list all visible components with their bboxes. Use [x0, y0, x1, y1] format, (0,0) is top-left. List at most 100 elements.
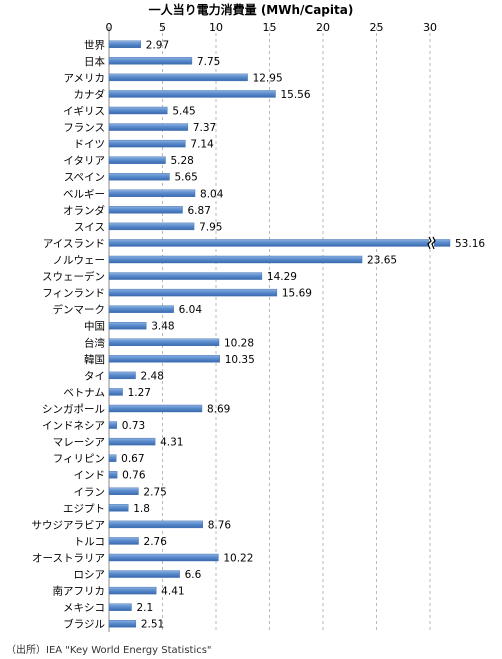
x-tick-labels: 0 5 10 15 20 25 30: [106, 21, 438, 34]
value-labels: 2.977.7512.9515.565.457.377.145.285.658.…: [121, 39, 485, 630]
bar: [108, 421, 118, 429]
x-tick-label: 10: [209, 21, 223, 34]
category-label: フランス: [63, 122, 105, 134]
x-tick-label: 20: [316, 21, 330, 34]
value-label: 5.28: [170, 155, 193, 167]
bar: [108, 603, 132, 611]
bar: [108, 222, 195, 231]
bar: [108, 537, 139, 545]
value-label: 7.95: [199, 221, 222, 233]
axis-break-mark: [431, 236, 436, 250]
bar: [108, 173, 170, 181]
category-label: シンガポール: [42, 404, 105, 416]
value-label: 0.73: [122, 420, 145, 432]
category-label: フィンランド: [42, 288, 105, 300]
axis-break-mark: [427, 236, 432, 250]
category-label: 台湾: [84, 336, 105, 349]
bar: [108, 371, 136, 380]
bars: [108, 40, 451, 628]
category-label: サウジアラビア: [32, 519, 106, 531]
bar: [108, 189, 196, 197]
category-label: ブラジル: [63, 618, 105, 631]
value-label: 4.31: [160, 437, 183, 449]
category-label: タイ: [84, 370, 105, 382]
value-label: 2.97: [146, 39, 169, 51]
bar: [108, 355, 220, 363]
value-label: 2.48: [141, 370, 164, 382]
category-label: スウェーデン: [42, 270, 105, 283]
bar: [108, 471, 118, 479]
value-label: 2.1: [136, 602, 153, 614]
value-label: 2.75: [143, 486, 166, 498]
bar: [108, 305, 174, 313]
bar: [108, 206, 183, 214]
category-label: イタリア: [63, 155, 105, 167]
x-tick-label: 0: [106, 21, 113, 34]
category-labels: 世界日本アメリカカナダイギリスフランスドイツイタリアスペインベルギーオランダスイ…: [32, 39, 106, 630]
category-label: スペイン: [64, 172, 105, 184]
bar: [108, 487, 139, 495]
value-label: 14.29: [267, 271, 297, 283]
bar: [108, 338, 220, 346]
value-label: 0.67: [121, 453, 144, 465]
category-label: 世界: [84, 39, 105, 51]
category-label: ドイツ: [74, 139, 106, 151]
category-label: アメリカ: [64, 72, 105, 84]
category-label: アイスランド: [43, 238, 105, 250]
bar: [108, 57, 193, 65]
source-note: （出所）IEA "Key World Energy Statistics": [6, 645, 212, 656]
category-label: ベルギー: [63, 188, 105, 200]
grid-lines: [108, 27, 431, 632]
value-label: 53.16: [455, 238, 485, 250]
bar: [108, 90, 276, 98]
category-label: イラン: [74, 486, 106, 498]
category-label: カナダ: [74, 88, 106, 101]
category-label: 中国: [84, 320, 105, 333]
value-label: 10.28: [224, 337, 254, 349]
value-label: 7.14: [190, 139, 214, 151]
bar: [108, 322, 147, 330]
value-label: 8.69: [207, 404, 230, 416]
bar: [108, 239, 451, 247]
category-label: ロシア: [74, 569, 106, 581]
category-label: メキシコ: [63, 602, 105, 614]
category-label: イギリス: [63, 106, 105, 118]
bar: [108, 139, 186, 148]
bar: [108, 288, 278, 297]
value-label: 5.65: [174, 172, 197, 184]
value-label: 5.45: [172, 106, 195, 118]
category-label: ノルウェー: [53, 255, 106, 267]
value-label: 2.51: [141, 619, 164, 631]
value-label: 8.04: [200, 188, 224, 200]
bar: [108, 255, 363, 264]
x-tick-label: 25: [370, 21, 384, 34]
category-label: インドネシア: [42, 420, 105, 432]
category-label: 南アフリカ: [53, 585, 106, 598]
value-label: 12.95: [253, 72, 283, 84]
bar: [108, 106, 168, 115]
value-label: 8.76: [208, 519, 232, 531]
category-label: マレーシア: [53, 437, 105, 449]
bar: [108, 504, 129, 512]
category-label: エジプト: [63, 503, 105, 515]
category-label: スイス: [74, 221, 105, 233]
category-label: 韓国: [84, 354, 105, 366]
bar: [108, 40, 141, 48]
value-label: 23.65: [367, 255, 397, 267]
bar: [108, 156, 166, 164]
bar: [108, 123, 189, 131]
bar: [108, 620, 137, 628]
bar: [108, 520, 203, 529]
x-tick-label: 30: [423, 21, 437, 34]
value-label: 6.04: [179, 304, 203, 316]
category-label: オーストラリア: [32, 553, 105, 565]
value-label: 0.76: [122, 470, 146, 482]
value-label: 10.35: [225, 354, 255, 366]
value-label: 4.41: [161, 586, 184, 598]
category-label: デンマーク: [53, 303, 106, 316]
value-label: 1.8: [133, 503, 150, 515]
chart-title: 一人当り電力消費量 (MWh/Capita): [149, 2, 354, 17]
axis-break-gap: [429, 237, 434, 249]
